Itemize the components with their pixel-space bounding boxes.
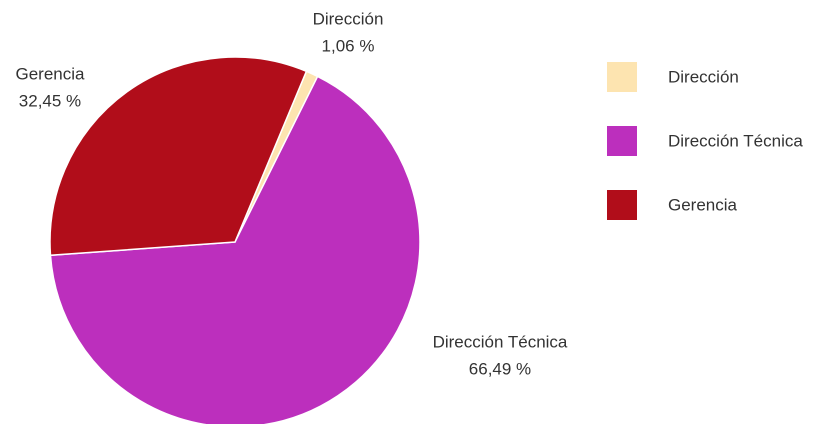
pie-slice: [49, 56, 308, 257]
slice-label-value: 66,49 %: [469, 359, 531, 378]
slice-label-name: Dirección: [313, 9, 384, 28]
legend-swatch: [607, 62, 637, 92]
legend-label: Gerencia: [668, 195, 738, 214]
slice-label-name: Dirección Técnica: [433, 332, 568, 351]
slice-label-value: 32,45 %: [19, 91, 81, 110]
legend-swatch: [607, 126, 637, 156]
slice-label-name: Gerencia: [16, 64, 86, 83]
pie-slice: [49, 75, 421, 424]
legend-label: Dirección Técnica: [668, 131, 803, 150]
legend-label: Dirección: [668, 67, 739, 86]
slice-label-value: 1,06 %: [322, 36, 375, 55]
legend-swatch: [607, 190, 637, 220]
